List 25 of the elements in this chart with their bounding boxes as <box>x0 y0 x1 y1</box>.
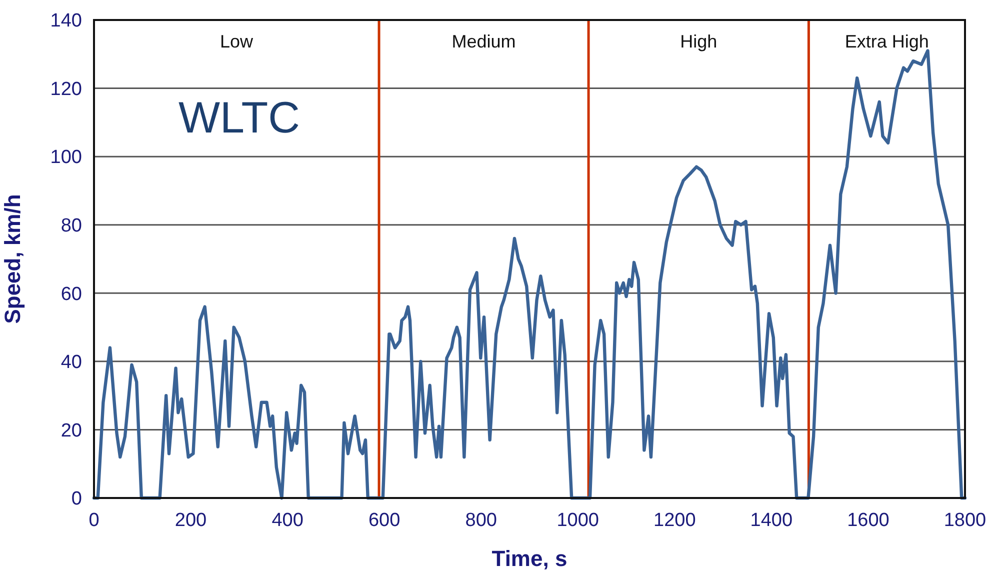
y-tick-label: 120 <box>50 78 82 100</box>
text: WLTC <box>178 94 300 143</box>
y-tick-label: 100 <box>50 147 82 168</box>
x-tick-label: 600 <box>368 510 400 531</box>
x-tick-label: 1400 <box>750 510 793 531</box>
annotation: Low <box>220 31 254 52</box>
y-tick-label: 40 <box>60 352 82 374</box>
annotation: Extra High <box>844 31 929 52</box>
y-axis-title: Speed, km/h <box>0 194 25 324</box>
y-tick-label: 140 <box>50 10 82 32</box>
x-tick-label: 400 <box>272 510 304 531</box>
x-axis-title: Time, s <box>492 546 568 571</box>
x-tick-label: 1600 <box>847 510 890 531</box>
y-tick-label: 0 <box>71 488 82 510</box>
x-tick-label: 200 <box>174 510 207 531</box>
y-tick-label: 60 <box>60 284 82 305</box>
x-tick-label: 1800 <box>944 510 986 531</box>
annotation: High <box>680 31 718 52</box>
x-tick-label: 1200 <box>654 510 696 531</box>
y-tick-label: 20 <box>60 420 82 442</box>
annotation: Medium <box>452 31 516 52</box>
x-tick-label: 0 <box>88 510 100 531</box>
x-tick-label: 1000 <box>556 510 600 531</box>
y-tick-label: 80 <box>60 216 82 237</box>
x-tick-label: 800 <box>465 510 497 531</box>
